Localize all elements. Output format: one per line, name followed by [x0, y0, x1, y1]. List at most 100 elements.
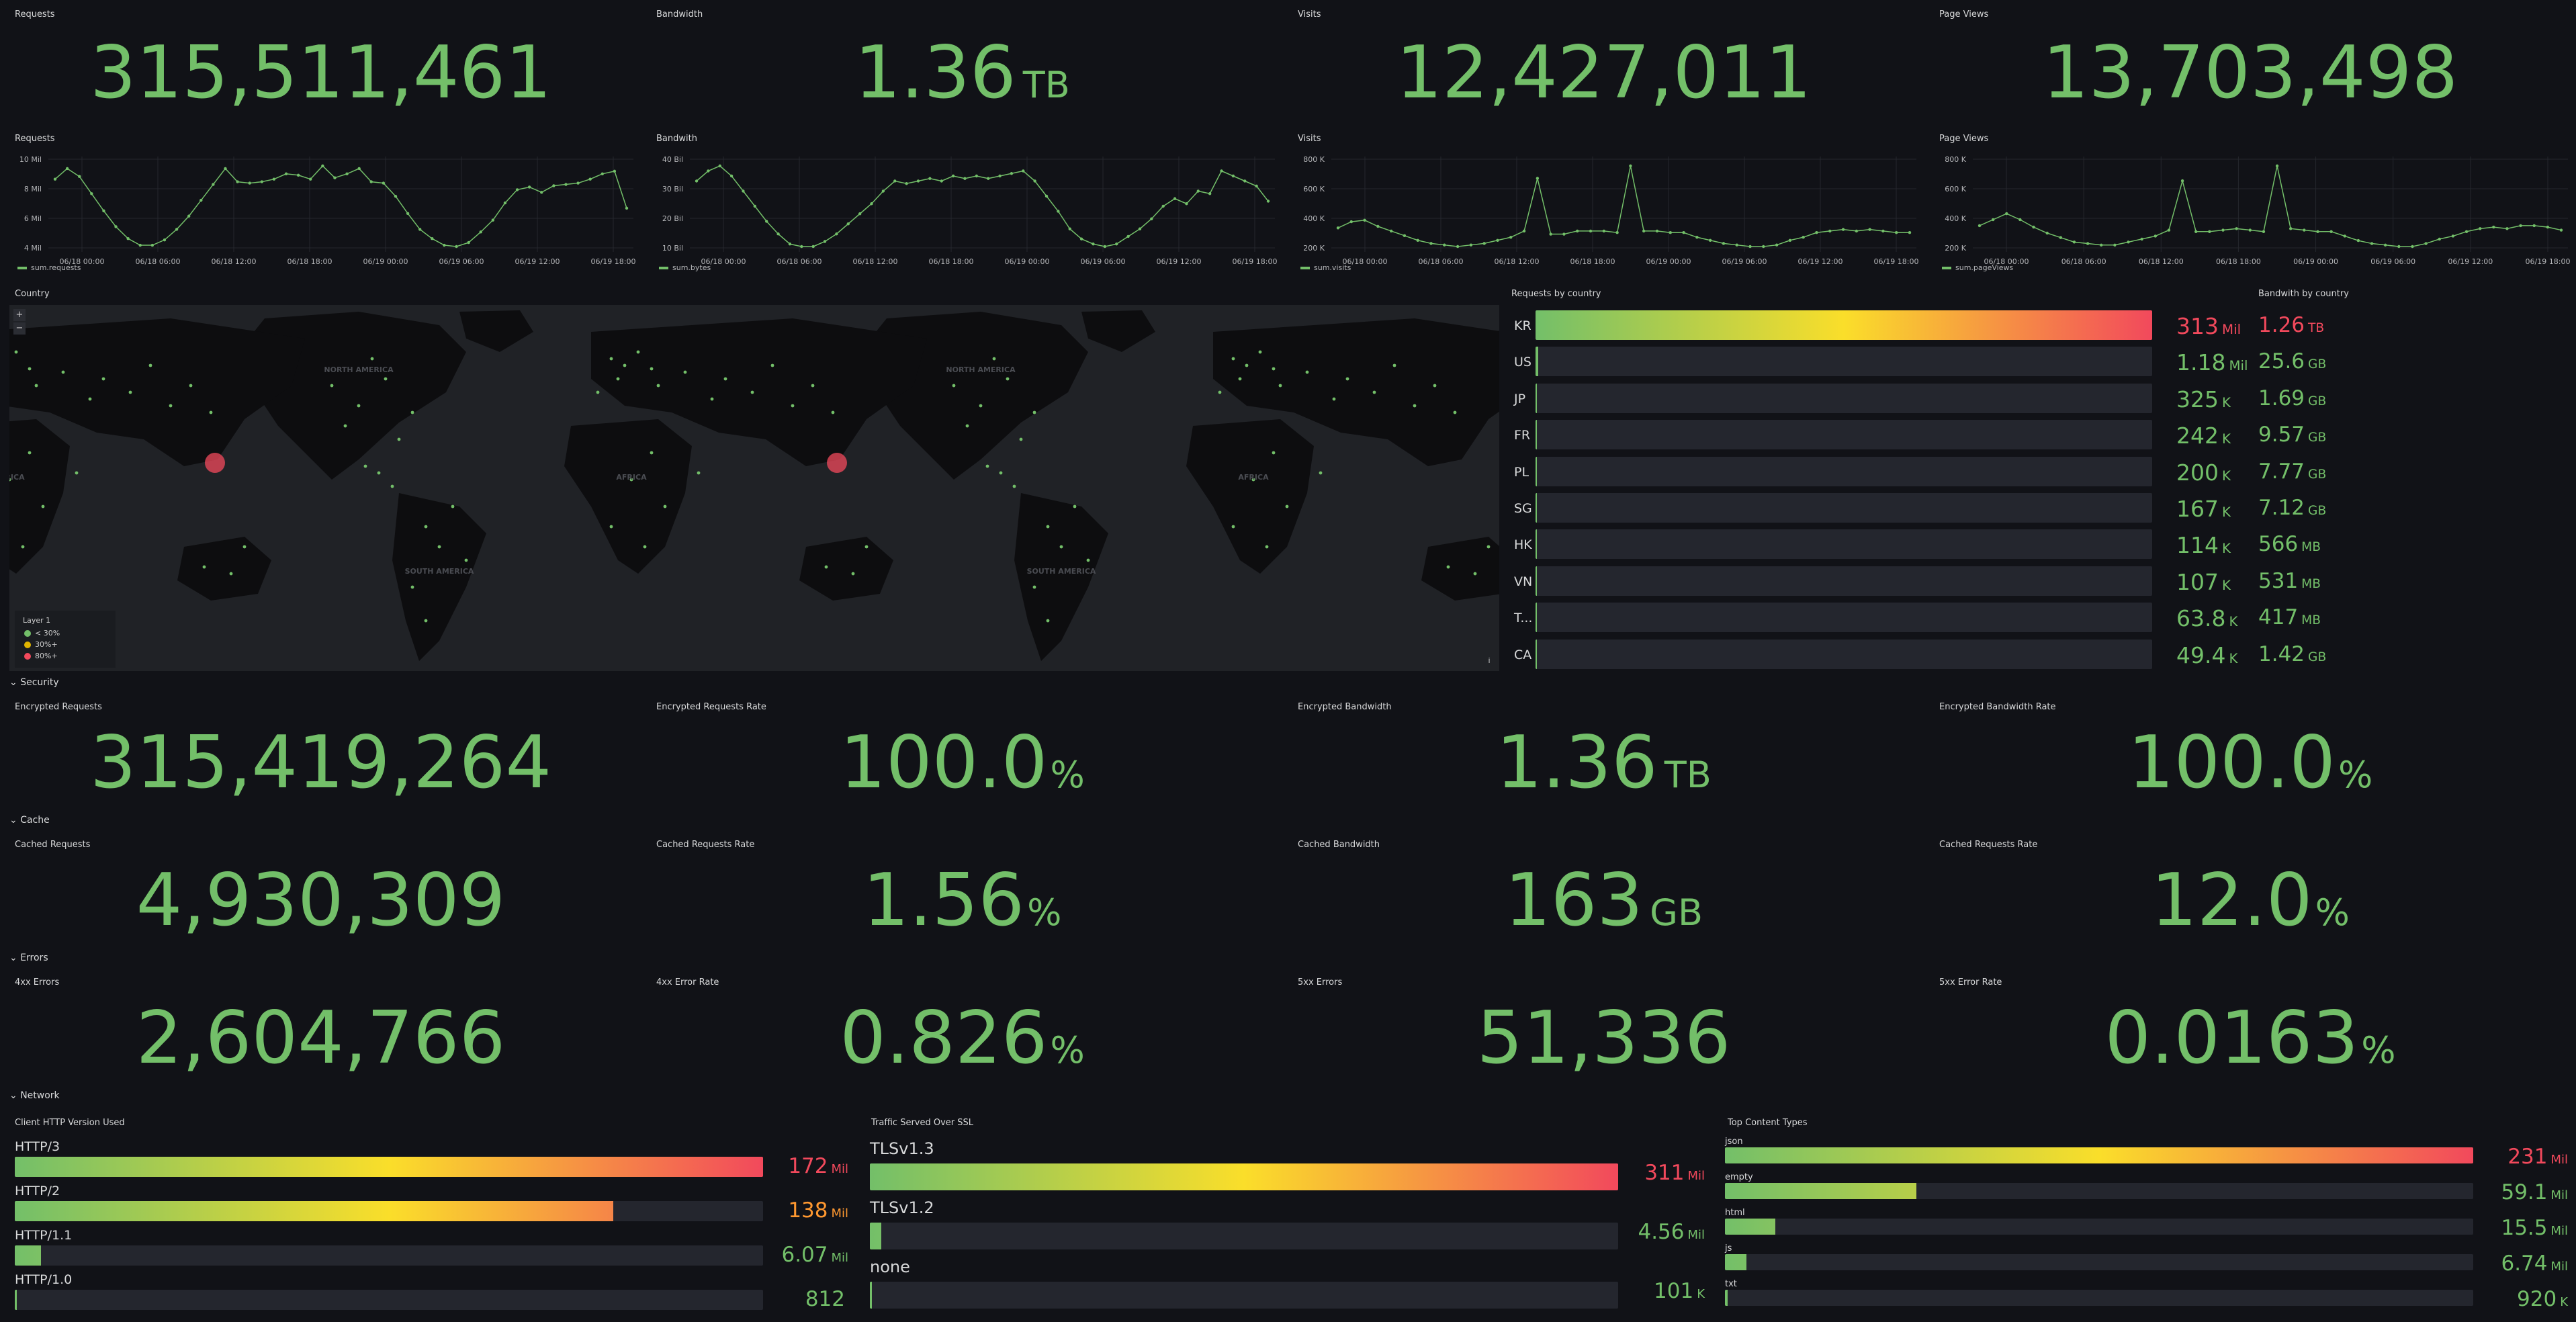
value-unit: GB: [2308, 504, 2327, 518]
data-point: [2532, 224, 2536, 228]
bar-label: html: [1725, 1208, 1745, 1218]
bar-value: 15.5 Mil: [2501, 1216, 2568, 1240]
data-point: [718, 164, 721, 168]
section-row-errors[interactable]: ⌄ Errors: [9, 953, 48, 963]
bar-value: 138 Mil: [788, 1198, 848, 1223]
data-point: [858, 212, 862, 216]
stat-panel-bandwidth[interactable]: Bandwidth 1.36 TB: [641, 0, 1283, 124]
info-icon[interactable]: i: [1488, 656, 1491, 665]
section-row-security[interactable]: ⌄ Security: [9, 677, 59, 688]
data-point: [272, 177, 276, 181]
value-unit: MB: [2301, 613, 2321, 628]
stat-panel-encrypted-bandwidth[interactable]: Encrypted Bandwidth 1.36 TB: [1283, 695, 1924, 809]
country-dot: [616, 377, 620, 381]
data-point: [1708, 238, 1712, 242]
x-tick-label: 06/18 00:00: [1984, 257, 2029, 266]
stat-panel-cached-requests[interactable]: Cached Requests 4,930,309: [0, 833, 641, 947]
stat-panel-encrypted-requests-rate[interactable]: Encrypted Requests Rate 100.0%: [641, 695, 1283, 809]
country-dot: [656, 384, 660, 388]
timeseries-panel-bandwidth[interactable]: Bandwith 40 Bil 30 Bil 20 Bil 10 Bil 06/18 0…: [641, 124, 1283, 279]
panel-title: Client HTTP Version Used: [15, 1118, 125, 1128]
data-point: [1126, 234, 1130, 238]
country-code: KR: [1514, 318, 1531, 333]
data-point: [212, 183, 215, 186]
data-point: [695, 179, 699, 183]
zoom-in-button[interactable]: +: [13, 309, 26, 321]
y-tick-label: 4 Mil: [24, 244, 42, 253]
zoom-out-button[interactable]: −: [13, 322, 26, 335]
data-point: [963, 177, 967, 180]
data-point: [102, 209, 105, 213]
content-types-panel[interactable]: Top Content Types json 231 Mil empty 59.1 Mil…: [1713, 1108, 2576, 1322]
data-point: [835, 232, 838, 236]
country-code: JP: [1514, 391, 1526, 406]
country-dot: [1433, 384, 1437, 388]
panel-title: Top Content Types: [1728, 1118, 1808, 1128]
bar-gauge-fill: [870, 1223, 881, 1249]
y-tick-label: 400 K: [1945, 214, 1966, 223]
timeseries-panel-page-views[interactable]: Page Views 800 K 600 K 400 K 200 K 06/18 00:…: [1924, 124, 2576, 279]
stat-panel-page-views[interactable]: Page Views 13,703,498: [1924, 0, 2576, 124]
data-point: [1991, 218, 1995, 222]
data-point: [1576, 229, 1579, 233]
bandwidth-by-country-panel[interactable]: Bandwith by country 1.26 TB 25.6 GB 1.69 GB 9.…: [2257, 282, 2576, 672]
country-bar: [1536, 383, 2152, 413]
country-dot: [397, 437, 401, 441]
x-tick-label: 06/19 00:00: [1646, 257, 1691, 266]
data-point: [729, 174, 734, 178]
country-dot: [596, 390, 600, 394]
data-point: [1429, 242, 1433, 245]
stat-panel-requests[interactable]: Requests 315,511,461: [0, 0, 641, 124]
country-map-panel[interactable]: Country NORTH AMERICA AFRICA SOUTH AMERICA…: [0, 282, 1505, 672]
http-version-panel[interactable]: Client HTTP Version Used HTTP/3 172 Mil HTT…: [0, 1108, 856, 1322]
stat-panel-cached-requests-rate[interactable]: Cached Requests Rate 1.56%: [641, 833, 1283, 947]
stat-panel-encrypted-requests[interactable]: Encrypted Requests 315,419,264: [0, 695, 641, 809]
panel-title: Visits: [1298, 9, 1321, 19]
data-point: [1978, 224, 1982, 228]
x-tick-label: 06/18 18:00: [929, 257, 974, 266]
stat-panel-visits[interactable]: Visits 12,427,011: [1283, 0, 1924, 124]
data-point: [2059, 236, 2063, 239]
data-point: [1138, 227, 1142, 230]
timeseries-panel-visits[interactable]: Visits 800 K 600 K 400 K 200 K 06/18 00:00 06…: [1283, 124, 1924, 279]
data-point: [2086, 242, 2090, 245]
data-point: [175, 228, 179, 231]
ssl-traffic-panel[interactable]: Traffic Served Over SSL TLSv1.3 311 Mil TLS…: [856, 1108, 1713, 1322]
country-dot: [985, 464, 989, 468]
country-dot: [1006, 377, 1010, 381]
country-dot: [1231, 357, 1235, 361]
country-dot: [1046, 619, 1050, 623]
x-tick-label: 06/19 06:00: [439, 257, 484, 266]
timeseries-panel-requests[interactable]: Requests 10 Mil 8 Mil 6 Mil 4 Mil 06/18 00:0…: [0, 124, 641, 279]
data-point: [1150, 217, 1153, 220]
bar-gauge-fill: [15, 1201, 614, 1221]
stat-panel-5xx-error-rate[interactable]: 5xx Error Rate 0.0163%: [1924, 971, 2576, 1085]
stat-panel-cached-requests-rate-2[interactable]: Cached Requests Rate 12.0%: [1924, 833, 2576, 947]
country-dot: [1473, 572, 1477, 576]
country-dot: [952, 384, 956, 388]
world-map[interactable]: NORTH AMERICA AFRICA SOUTH AMERICA NORTH AM…: [9, 305, 1499, 671]
panel-title: Page Views: [1939, 134, 1989, 144]
y-tick-label: 400 K: [1303, 214, 1325, 223]
value-unit: K: [2222, 577, 2231, 593]
country-code: CA: [1514, 647, 1532, 662]
section-row-cache[interactable]: ⌄ Cache: [9, 815, 50, 826]
stat-panel-5xx-errors[interactable]: 5xx Errors 51,336: [1283, 971, 1924, 1085]
country-dot: [9, 478, 11, 482]
chart-legend: sum.requests: [17, 263, 81, 272]
country-dot: [1486, 545, 1491, 549]
country-dot: [609, 357, 613, 361]
stat-panel-4xx-errors[interactable]: 4xx Errors 2,604,766: [0, 971, 641, 1085]
data-point: [613, 169, 617, 173]
stat-panel-cached-bandwidth[interactable]: Cached Bandwidth 163 GB: [1283, 833, 1924, 947]
stat-panel-4xx-error-rate[interactable]: 4xx Error Rate 0.826%: [641, 971, 1283, 1085]
data-point: [431, 236, 434, 240]
data-point: [1762, 245, 1765, 249]
panel-title: Cached Requests: [15, 840, 91, 850]
section-row-network[interactable]: ⌄ Network: [9, 1090, 60, 1101]
country-dot: [1319, 471, 1323, 475]
value-unit: K: [2222, 431, 2231, 447]
stat-panel-encrypted-bandwidth-rate[interactable]: Encrypted Bandwidth Rate 100.0%: [1924, 695, 2576, 809]
country-code: US: [1514, 355, 1531, 370]
requests-by-country-panel[interactable]: Requests by country KR 313 Mil US 1.18 Mil JP 3…: [1505, 282, 2257, 672]
